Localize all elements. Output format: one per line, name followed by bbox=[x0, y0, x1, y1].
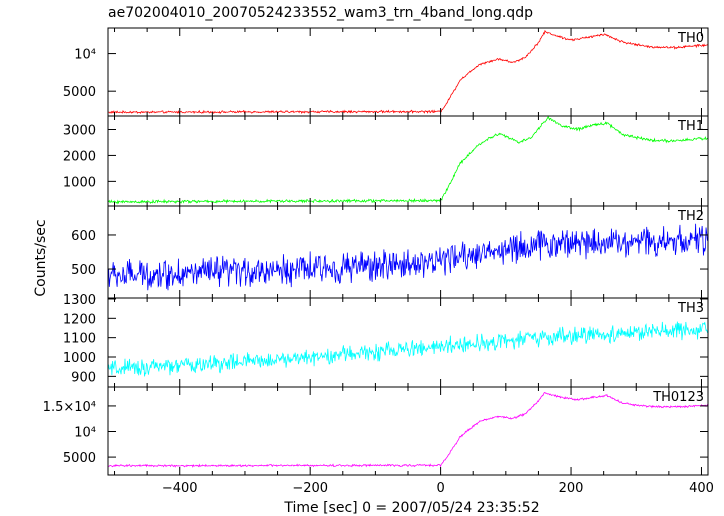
y-tick-label: 2000 bbox=[63, 149, 96, 164]
panel-th2: 500 600 TH2 bbox=[71, 205, 709, 299]
y-tick-label: 1100 bbox=[63, 332, 96, 347]
series-line-th0123 bbox=[107, 392, 709, 468]
panel-frame-th0 bbox=[107, 27, 709, 117]
y-tick-label: 600 bbox=[71, 229, 96, 244]
panel-th3: 900 1000 1100 1200 1300 TH3 bbox=[63, 293, 709, 388]
series-label-th1: TH1 bbox=[677, 119, 704, 134]
y-tick-label: 1200 bbox=[63, 312, 96, 327]
x-tick-label: 400 bbox=[689, 481, 714, 496]
series-label-th2: TH2 bbox=[677, 209, 704, 224]
panel-frame-th3 bbox=[107, 297, 709, 388]
series-line-th1 bbox=[107, 115, 709, 205]
x-tick-label: −200 bbox=[292, 481, 328, 496]
y-tick-label: 10⁴ bbox=[74, 48, 96, 63]
y-tick-label: 10⁴ bbox=[74, 426, 96, 441]
y-tick-label: 1300 bbox=[63, 293, 96, 308]
series-label-th0: TH0 bbox=[677, 31, 704, 46]
y-tick-label: 1000 bbox=[63, 351, 96, 366]
x-tick-label: 0 bbox=[436, 481, 444, 496]
y-axis-label: Counts/sec bbox=[33, 219, 49, 296]
x-axis-label: Time [sec] 0 = 2007/05/24 23:35:52 bbox=[283, 500, 539, 516]
series-label-th0123: TH0123 bbox=[652, 390, 704, 405]
y-tick-label: 500 bbox=[71, 263, 96, 278]
y-tick-label: 900 bbox=[71, 370, 96, 385]
y-tick-label: 5000 bbox=[63, 85, 96, 100]
y-tick-label: 3000 bbox=[63, 123, 96, 138]
x-tick-label: −400 bbox=[162, 481, 198, 496]
x-tick-label: 200 bbox=[559, 481, 584, 496]
y-tick-label: 1.5×10⁴ bbox=[43, 400, 96, 415]
y-tick-label: 1000 bbox=[63, 175, 96, 190]
panel-frame-th1 bbox=[107, 115, 709, 207]
series-line-th2 bbox=[107, 223, 709, 291]
figure-title: ae702004010_20070524233552_wam3_trn_4ban… bbox=[108, 5, 533, 21]
panel-th0: 5000 10⁴ TH0 bbox=[63, 27, 709, 117]
series-label-th3: TH3 bbox=[677, 301, 704, 316]
panel-th1: 1000 2000 3000 TH1 bbox=[63, 115, 709, 207]
panel-th0123: 5000 10⁴ 1.5×10⁴ TH0123 −400 −200 0 200 400 bbox=[43, 386, 714, 496]
series-line-th0 bbox=[107, 29, 709, 115]
series-line-th3 bbox=[107, 321, 709, 377]
y-tick-label: 5000 bbox=[63, 451, 96, 466]
